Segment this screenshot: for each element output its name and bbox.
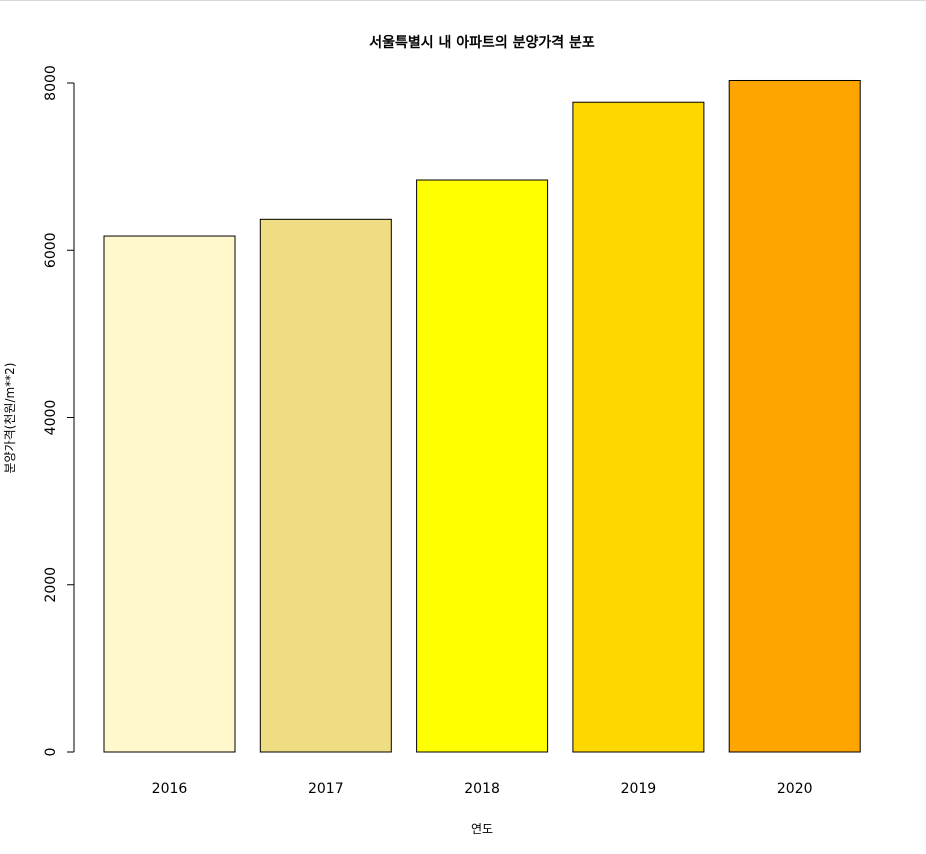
x-tick-label: 2019 [621,781,657,797]
bar-2016 [103,235,236,753]
top-border [0,0,926,1]
bar-2017 [259,218,392,753]
x-tick-label: 2020 [777,781,813,797]
bar-2018 [416,179,549,753]
x-tick-label: 2016 [152,781,188,797]
y-tick-label: 6000 [43,232,59,268]
bars-group [103,79,861,753]
x-tick-label: 2017 [308,781,344,797]
bar-2020 [728,79,861,753]
x-tick-labels: 2016 2017 2018 2019 2020 [152,781,813,797]
chart-title: 서울특별시 내 아파트의 분양가격 분포 [369,34,595,51]
y-axis: 0 2000 4000 6000 8000 [43,65,75,757]
x-tick-label: 2018 [464,781,500,797]
bar-2019 [572,101,705,753]
y-axis-label: 분양가격(천원/m**2) [2,363,17,474]
y-tick-label: 8000 [43,65,59,101]
y-tick-label: 0 [43,748,59,757]
x-axis-label: 연도 [471,822,493,836]
y-tick-label: 2000 [43,567,59,603]
y-tick-label: 4000 [43,400,59,436]
